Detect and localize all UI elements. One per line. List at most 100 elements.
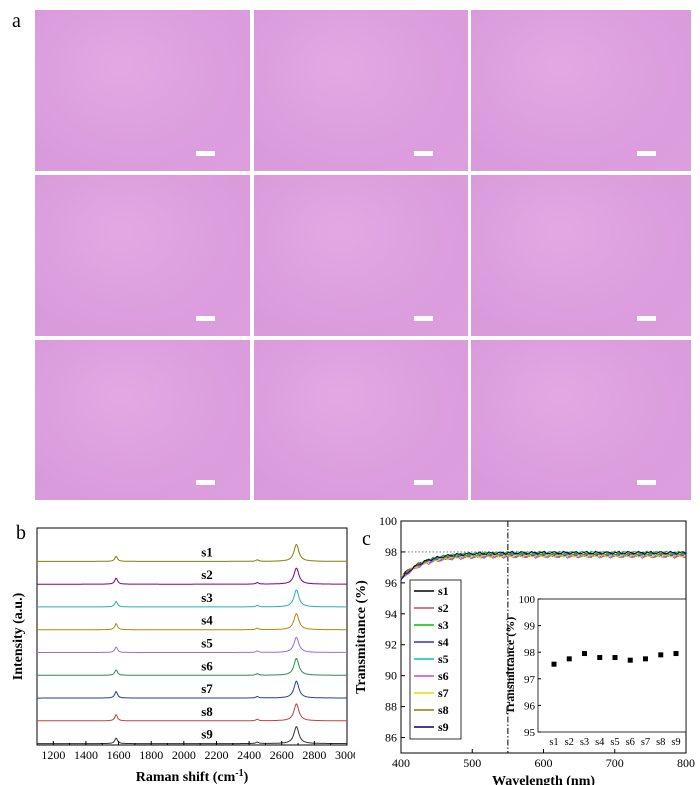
y-tick-label: 86 (385, 731, 397, 745)
inset-x-tick-label: s8 (656, 737, 665, 748)
x-tick-label: 2200 (204, 748, 228, 762)
scale-bar (196, 151, 215, 156)
legend-label-s6: s6 (438, 669, 449, 683)
y-tick-label: 88 (385, 700, 397, 714)
transmittance-series-s7 (400, 553, 686, 577)
inset-point-s4 (597, 655, 603, 661)
raman-series-s8 (37, 703, 347, 722)
y-tick-label: 96 (385, 576, 397, 590)
x-tick-label: 1800 (139, 748, 163, 762)
raman-series-label-s3: s3 (201, 590, 213, 605)
y-axis-title: Transmittance (%) (354, 580, 369, 694)
micrograph-tile-4 (35, 175, 250, 336)
raman-series-label-s7: s7 (201, 681, 213, 696)
x-tick-label: 500 (463, 756, 481, 770)
inset-y-axis-title: Transmittance (%) (503, 617, 517, 714)
plot-frame (36, 527, 348, 746)
x-axis-title: Raman shift (cm-1) (136, 768, 249, 785)
y-tick-label: 100 (379, 514, 397, 528)
scale-bar (196, 316, 215, 321)
scale-bar (637, 151, 656, 156)
inset-x-tick-label: s4 (595, 737, 605, 748)
x-tick-label: 1400 (74, 748, 98, 762)
micrograph-tile-9 (471, 340, 691, 500)
raman-series-label-s2: s2 (201, 567, 213, 582)
scale-bar (637, 316, 656, 321)
y-tick-label: 94 (385, 607, 397, 621)
inset-y-tick-label: 97 (524, 674, 536, 686)
legend-label-s5: s5 (438, 652, 449, 666)
raman-series-s9 (37, 726, 347, 745)
legend-label-s3: s3 (438, 618, 449, 632)
y-tick-label: 92 (385, 638, 397, 652)
raman-series-label-s5: s5 (201, 636, 213, 651)
legend-label-s9: s9 (438, 720, 449, 734)
panel-label-a: a (12, 10, 21, 32)
raman-series-s2 (37, 567, 347, 585)
panel-label-c: c (362, 528, 371, 550)
raman-series-s4 (37, 613, 347, 631)
x-tick-label: 3000 (335, 748, 355, 762)
inset-point-s8 (658, 652, 664, 658)
micrograph-tile-8 (254, 340, 468, 500)
inset-frame (537, 598, 687, 733)
inset-y-tick-label: 96 (524, 700, 536, 712)
transmittance-series-s9 (400, 550, 686, 581)
inset-x-tick-label: s5 (610, 737, 619, 748)
inset-point-s3 (582, 651, 587, 657)
raman-series-s1 (37, 544, 347, 562)
micrograph-tile-5 (254, 175, 468, 336)
inset-point-s5 (612, 655, 618, 661)
legend-label-s2: s2 (438, 601, 449, 615)
inset-point-s6 (627, 657, 633, 663)
x-tick-label: 2000 (172, 748, 196, 762)
legend-label-s4: s4 (438, 635, 449, 649)
x-tick-label: 2800 (302, 748, 326, 762)
y-axis-title: Intensity (a.u.) (11, 592, 26, 680)
micrograph-tile-2 (254, 10, 468, 171)
legend-label-s1: s1 (438, 584, 449, 598)
inset-y-tick-label: 98 (524, 647, 536, 659)
inset-y-tick-label: 99 (524, 621, 536, 633)
raman-chart: s1 s2 s3 s4 s5 s6 s7 s8 s9 1200 1400 1600 1800 2000 22… (11, 527, 355, 785)
raman-series-s7 (37, 680, 347, 699)
scale-bar (637, 480, 656, 485)
micrograph-tile-3 (471, 10, 691, 171)
micrograph-tile-6 (471, 175, 691, 336)
micrograph-grid (35, 10, 691, 500)
inset-x-tick-label: s6 (626, 737, 635, 748)
micrograph-tile-1 (35, 10, 250, 171)
inset-y-tick-label: 95 (524, 727, 536, 739)
inset-point-s7 (643, 656, 648, 662)
x-tick-label: 800 (677, 756, 695, 770)
inset-point-s2 (566, 656, 572, 662)
legend-label-s8: s8 (438, 703, 449, 717)
x-tick-label: 700 (606, 756, 624, 770)
scale-bar (414, 480, 433, 485)
x-tick-label: 600 (535, 756, 553, 770)
raman-series-label-s6: s6 (201, 658, 213, 673)
inset-y-tick-label: 100 (519, 594, 536, 606)
y-tick-label: 90 (385, 669, 397, 683)
inset-x-tick-label: s7 (641, 737, 650, 748)
raman-series-label-s8: s8 (201, 704, 213, 719)
raman-series-label-s1: s1 (201, 544, 213, 559)
inset-x-tick-label: s9 (671, 737, 680, 748)
x-tick-label: 2600 (270, 748, 294, 762)
inset-x-tick-label: s3 (580, 737, 589, 748)
raman-series-s3 (37, 589, 347, 608)
legend-label-s7: s7 (438, 686, 449, 700)
inset-x-tick-label: s2 (565, 737, 574, 748)
x-tick-label: 1600 (107, 748, 131, 762)
scale-bar (414, 151, 433, 156)
x-tick-label: 2400 (237, 748, 261, 762)
raman-series-s6 (37, 658, 347, 676)
inset-point-s9 (673, 651, 679, 657)
x-axis-title-superscript: -1 (235, 768, 243, 779)
inset-x-tick-label: s1 (549, 737, 558, 748)
x-axis-title: Wavelength (nm) (492, 774, 595, 785)
scale-bar (196, 480, 215, 485)
x-tick-label: 400 (392, 756, 410, 770)
raman-series-label-s9: s9 (201, 727, 213, 742)
transmittance-series-s8 (400, 551, 686, 580)
